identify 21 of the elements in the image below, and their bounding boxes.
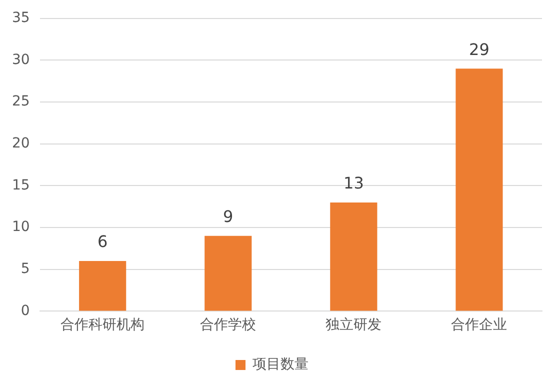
legend-label: 项目数量 — [252, 356, 308, 373]
bar — [456, 68, 503, 311]
y-tick-label: 30 — [12, 52, 30, 68]
y-tick-label: 35 — [12, 10, 30, 26]
bar — [330, 202, 378, 311]
x-tick-label: 合作学校 — [200, 317, 256, 334]
y-tick-label: 20 — [12, 136, 30, 152]
y-tick-label: 0 — [20, 302, 30, 319]
data-label: 29 — [469, 40, 490, 59]
y-tick-label: 25 — [12, 94, 30, 110]
data-label: 13 — [344, 174, 364, 193]
data-label: 6 — [97, 232, 108, 252]
x-tick-label: 独立研发 — [326, 317, 382, 334]
y-tick-label: 10 — [12, 219, 30, 236]
data-label: 9 — [223, 207, 234, 226]
x-tick-label: 合作企业 — [451, 317, 508, 334]
bar — [204, 236, 252, 311]
bar — [79, 261, 126, 311]
y-tick-label: 5 — [20, 261, 30, 278]
y-tick-label: 15 — [12, 177, 30, 194]
x-tick-label: 合作科研机构 — [60, 317, 145, 334]
